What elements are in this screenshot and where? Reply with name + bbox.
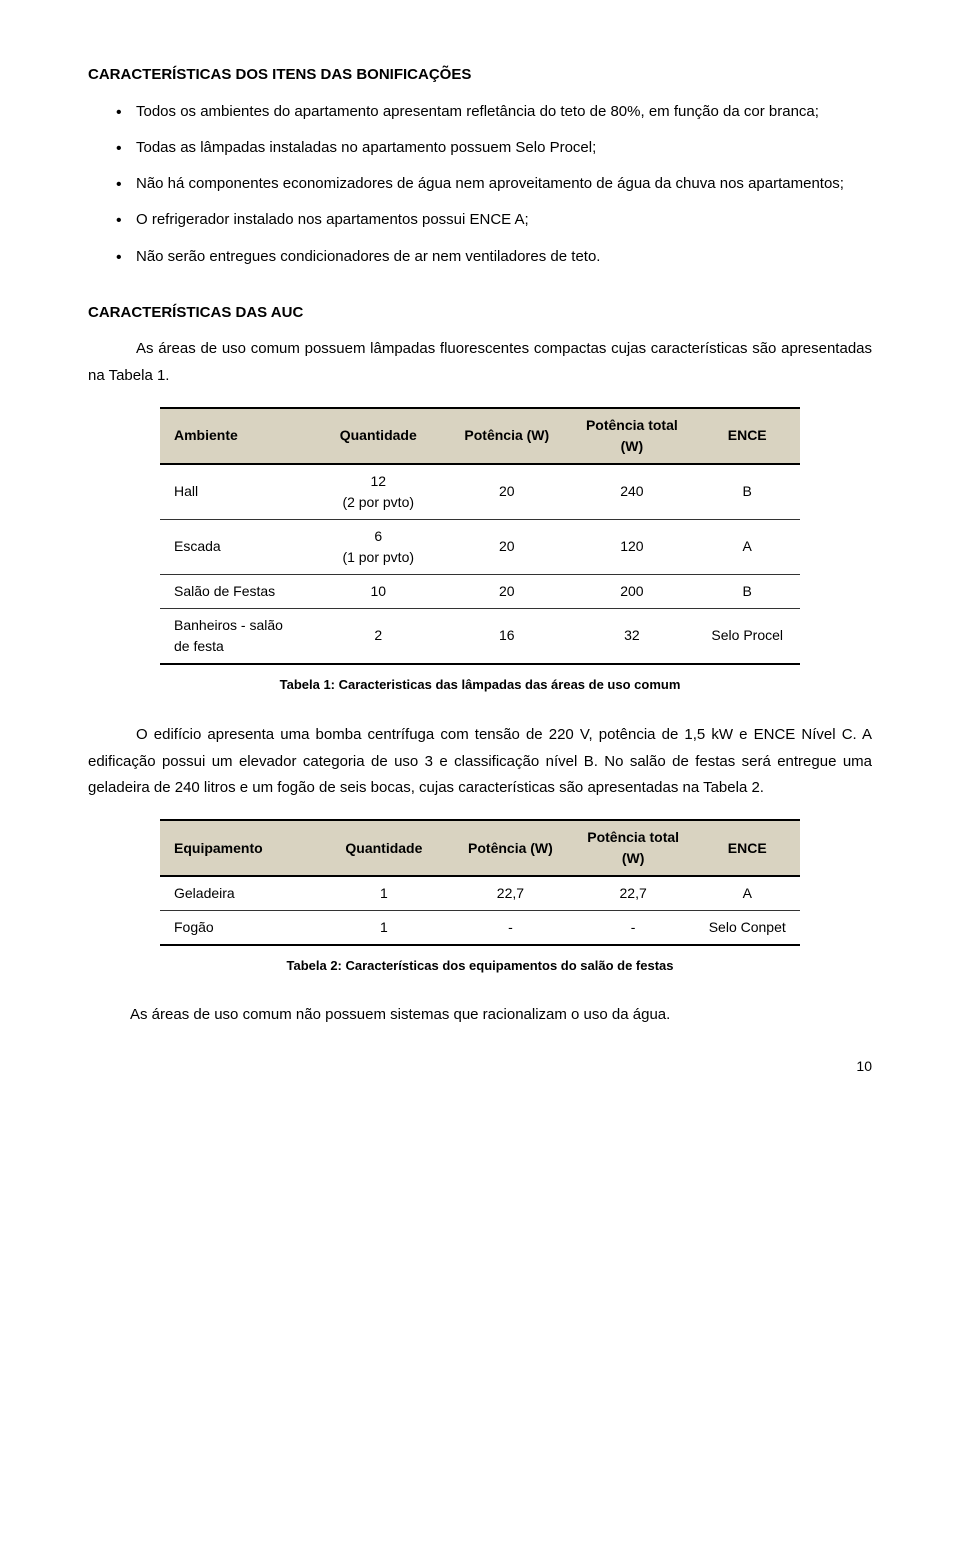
td: 32 <box>569 608 694 664</box>
td: 200 <box>569 574 694 608</box>
th-potencia-total2: Potência total (W) <box>572 820 695 876</box>
td: 6 (1 por pvto) <box>312 519 444 574</box>
table2-caption: Tabela 2: Características dos equipament… <box>88 956 872 976</box>
td: - <box>449 911 572 946</box>
td: A <box>694 876 800 911</box>
td: 120 <box>569 519 694 574</box>
section2-title: CARACTERÍSTICAS DAS AUC <box>88 302 872 325</box>
td: Salão de Festas <box>160 574 312 608</box>
td: Hall <box>160 464 312 520</box>
td: 2 <box>312 608 444 664</box>
th-ence: ENCE <box>694 408 800 464</box>
td: A <box>694 519 800 574</box>
table1-caption: Tabela 1: Caracteristicas das lâmpadas d… <box>88 675 872 695</box>
section1-title: CARACTERÍSTICAS DOS ITENS DAS BONIFICAÇÕ… <box>88 64 872 87</box>
mid-paragraph: O edifício apresenta uma bomba centrífug… <box>88 722 872 801</box>
th-potencia2: Potência (W) <box>449 820 572 876</box>
table-row: Hall 12 (2 por pvto) 20 240 B <box>160 464 800 520</box>
td: - <box>572 911 695 946</box>
td: B <box>694 464 800 520</box>
bullet-item: Não serão entregues condicionadores de a… <box>116 244 872 270</box>
section2-intro: As áreas de uso comum possuem lâmpadas f… <box>88 336 872 389</box>
th-quantidade2: Quantidade <box>319 820 449 876</box>
th-equipamento: Equipamento <box>160 820 319 876</box>
table-row: Geladeira 1 22,7 22,7 A <box>160 876 800 911</box>
bullet-item: O refrigerador instalado nos apartamento… <box>116 207 872 233</box>
th-quantidade: Quantidade <box>312 408 444 464</box>
td: 20 <box>444 519 569 574</box>
td: 20 <box>444 464 569 520</box>
td: 22,7 <box>449 876 572 911</box>
td: Banheiros - salão de festa <box>160 608 312 664</box>
td: 16 <box>444 608 569 664</box>
td: 1 <box>319 911 449 946</box>
page-number: 10 <box>88 1056 872 1077</box>
td: 12 (2 por pvto) <box>312 464 444 520</box>
td: 240 <box>569 464 694 520</box>
table-row: Salão de Festas 10 20 200 B <box>160 574 800 608</box>
bullet-item: Todas as lâmpadas instaladas no apartame… <box>116 135 872 161</box>
th-potencia-total: Potência total (W) <box>569 408 694 464</box>
bullet-item: Todos os ambientes do apartamento aprese… <box>116 99 872 125</box>
td: Escada <box>160 519 312 574</box>
table-lamps: Ambiente Quantidade Potência (W) Potênci… <box>160 407 800 665</box>
th-potencia: Potência (W) <box>444 408 569 464</box>
td: B <box>694 574 800 608</box>
table-row: Fogão 1 - - Selo Conpet <box>160 911 800 946</box>
table-row: Escada 6 (1 por pvto) 20 120 A <box>160 519 800 574</box>
td: 10 <box>312 574 444 608</box>
bullet-item: Não há componentes economizadores de águ… <box>116 171 872 197</box>
td: 22,7 <box>572 876 695 911</box>
td: 1 <box>319 876 449 911</box>
bonus-bullets: Todos os ambientes do apartamento aprese… <box>88 99 872 270</box>
td: 20 <box>444 574 569 608</box>
td: Selo Procel <box>694 608 800 664</box>
th-ence2: ENCE <box>694 820 800 876</box>
table-equipment: Equipamento Quantidade Potência (W) Potê… <box>160 819 800 946</box>
td: Fogão <box>160 911 319 946</box>
td: Geladeira <box>160 876 319 911</box>
final-line: As áreas de uso comum não possuem sistem… <box>130 1004 872 1027</box>
td: Selo Conpet <box>694 911 800 946</box>
table-row: Banheiros - salão de festa 2 16 32 Selo … <box>160 608 800 664</box>
th-ambiente: Ambiente <box>160 408 312 464</box>
